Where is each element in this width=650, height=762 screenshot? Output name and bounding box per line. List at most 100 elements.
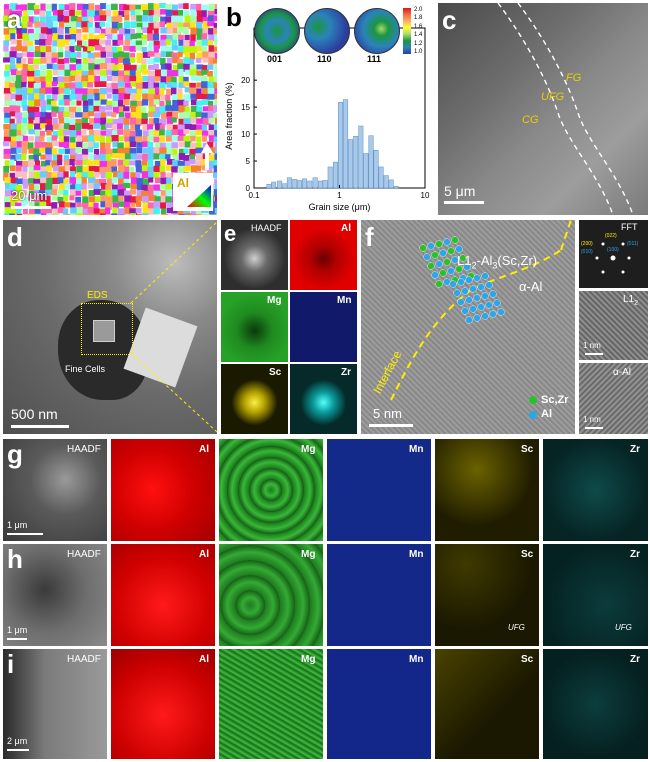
atom [481,312,489,320]
grain [51,214,59,215]
grain [136,189,144,197]
grain [196,28,205,37]
grain [166,34,174,42]
h-label-mn: Mn [409,549,424,560]
grain [117,142,124,149]
grain [93,189,102,195]
grain [51,111,57,118]
grain [63,208,69,215]
grain [124,28,133,37]
grain [9,10,18,18]
grain [153,76,161,82]
grain [69,111,75,119]
pole-label-111: 111 [367,54,382,64]
grain [21,196,29,205]
grain [57,189,65,196]
grain [111,135,119,142]
grain [82,159,91,166]
grain [45,4,52,10]
grain [34,99,41,107]
grain [100,28,107,37]
bar [292,179,298,189]
grain [93,129,101,138]
e-tile-mn [290,292,357,362]
grain [118,117,126,125]
grain [9,64,18,72]
grain [58,124,65,132]
atom [457,298,465,306]
grain [57,111,64,119]
grain [28,148,37,154]
grain [214,142,217,150]
grain [112,39,120,46]
grain [64,165,73,171]
grain [69,124,75,132]
grain [16,100,25,108]
atom [439,269,447,277]
grain [159,100,165,107]
grain [28,183,35,191]
grain [82,81,90,88]
scalebar-a [11,206,51,209]
grain [153,184,161,191]
grain [135,124,141,131]
bar [301,178,307,189]
grain [105,184,112,193]
grain [63,154,70,162]
grain [214,52,217,59]
grain [159,21,166,28]
grain [76,135,84,142]
grain [123,190,132,197]
grain [117,159,125,167]
atom [419,244,427,252]
grain [141,106,147,114]
grain [105,4,113,11]
grain [196,52,203,60]
panel-d-label: d [7,222,23,252]
grain [177,51,183,58]
grain [154,160,162,167]
grain [16,39,22,48]
grain [135,45,143,51]
atom [461,287,469,295]
grain [88,154,96,160]
grain [202,213,210,215]
grain [100,46,106,54]
grain [190,105,198,112]
grain [153,57,160,63]
grain [58,136,65,144]
scalebar-c [444,201,484,204]
grain [27,45,35,52]
grain [195,39,204,48]
atom [431,251,439,259]
atom [455,265,463,273]
grain [195,214,203,215]
grain [124,136,132,142]
pole-label-110: 110 [317,54,332,64]
grain [147,166,154,175]
grain [9,165,16,172]
grain [9,195,17,202]
grain [123,106,130,112]
grain [75,190,82,196]
grain [111,57,119,66]
grain [76,40,85,48]
grain [172,148,178,157]
grain [142,178,150,186]
grain [142,52,151,58]
grain [129,136,138,144]
grain [22,135,28,142]
grain [142,195,149,203]
grain [57,76,65,83]
grain [124,70,130,77]
grain [22,93,28,100]
grain [153,33,160,41]
grain [22,165,28,173]
grain [93,208,101,215]
grain [75,147,82,153]
grain [22,40,28,46]
grain [196,64,204,70]
grain [213,69,217,77]
grain [166,28,175,34]
grain [10,177,18,185]
